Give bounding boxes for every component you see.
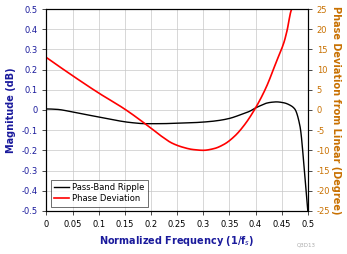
Phase Deviation [306,8,310,11]
Line: Pass-Band Ripple: Pass-Band Ripple [46,102,308,211]
Legend: Pass-Band Ripple, Phase Deviation: Pass-Band Ripple, Phase Deviation [51,180,148,207]
Line: Phase Deviation: Phase Deviation [46,9,308,150]
Phase Deviation [290,8,294,11]
Pass-Band Ripple [156,122,160,125]
Pass-Band Ripple [90,114,94,117]
Phase Deviation [74,77,78,80]
Pass-Band Ripple [74,111,78,114]
Text: Q3D13: Q3D13 [297,242,316,247]
Phase Deviation [156,132,160,135]
Pass-Band Ripple [306,209,310,212]
Pass-Band Ripple [301,150,305,153]
Phase Deviation [145,123,149,126]
Pass-Band Ripple [145,122,149,125]
Phase Deviation [90,87,94,90]
Phase Deviation [301,8,305,11]
Pass-Band Ripple [272,100,277,103]
Y-axis label: Phase Deviation from Linear (Degree): Phase Deviation from Linear (Degree) [331,6,341,214]
Phase Deviation [44,56,49,59]
Pass-Band Ripple [274,100,279,103]
X-axis label: Normalized Frequency (1/f$_s$): Normalized Frequency (1/f$_s$) [99,234,255,248]
Phase Deviation [201,149,205,152]
Y-axis label: Magnitude (dB): Magnitude (dB) [6,67,16,153]
Pass-Band Ripple [44,107,49,110]
Phase Deviation [272,65,277,68]
